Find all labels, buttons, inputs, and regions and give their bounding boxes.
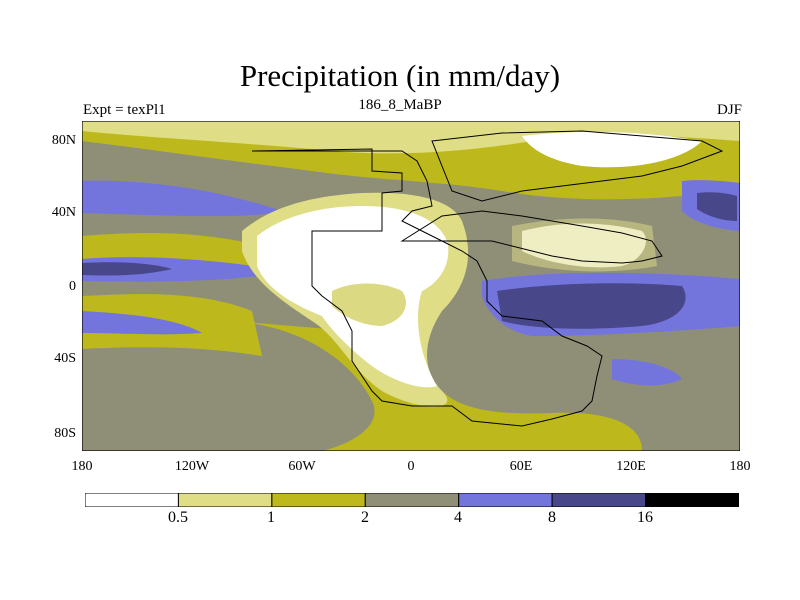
xtick-60w: 60W	[288, 459, 316, 474]
indian-ocean-dark	[497, 283, 686, 329]
colorbar-label-8: 8	[548, 509, 556, 526]
south-olive-region	[232, 321, 642, 451]
xtick-60e: 60E	[509, 459, 533, 474]
colorbar-swatch-5	[551, 493, 647, 507]
north-pacific-blue	[82, 180, 282, 217]
experiment-label: Expt = texPl1	[83, 102, 166, 118]
north-pacific-east-dark	[697, 192, 737, 221]
ytick-40n: 40N	[51, 205, 76, 220]
coastline-west	[251, 148, 603, 427]
period-label: 186_8_MaBP	[358, 97, 442, 113]
colorbar-swatch-4	[458, 493, 553, 507]
north-light-band	[82, 121, 740, 154]
ytick-0: 0	[69, 279, 76, 294]
southeast-blue-patch	[612, 359, 682, 386]
colorbar-label-1: 1	[267, 509, 275, 526]
season-label: DJF	[716, 102, 742, 118]
ytick-80s: 80S	[54, 426, 76, 441]
colorbar-swatch-1	[177, 493, 273, 507]
colorbar-label-16: 16	[637, 509, 653, 526]
colorbar-label-2: 2	[361, 509, 369, 526]
interior-olive-patch	[332, 283, 406, 326]
precipitation-map	[82, 121, 740, 451]
xtick-180w: 180	[71, 459, 93, 474]
itcz-dark	[82, 262, 172, 276]
colorbar-swatch-2	[271, 493, 366, 507]
xtick-0: 0	[407, 459, 415, 474]
coastline-north	[431, 130, 724, 202]
colorbar-swatch-3	[364, 493, 460, 507]
spcz-blue	[82, 311, 202, 335]
colorbar	[85, 493, 739, 507]
colorbar-swatch-6	[645, 493, 739, 507]
coastline-east	[400, 210, 663, 264]
colorbar-label-4: 4	[454, 509, 462, 526]
colorbar-swatch-0	[85, 493, 179, 507]
ytick-80n: 80N	[51, 133, 76, 148]
map-title: Precipitation (in mm/day)	[239, 58, 561, 93]
asia-light-edge	[512, 218, 657, 272]
colorbar-label-0-5: 0.5	[168, 509, 188, 526]
ytick-40s: 40S	[54, 351, 76, 366]
arctic-white-patch	[522, 131, 702, 168]
xtick-180e: 180	[729, 459, 751, 474]
xtick-120e: 120E	[616, 459, 646, 474]
xtick-120w: 120W	[174, 459, 210, 474]
